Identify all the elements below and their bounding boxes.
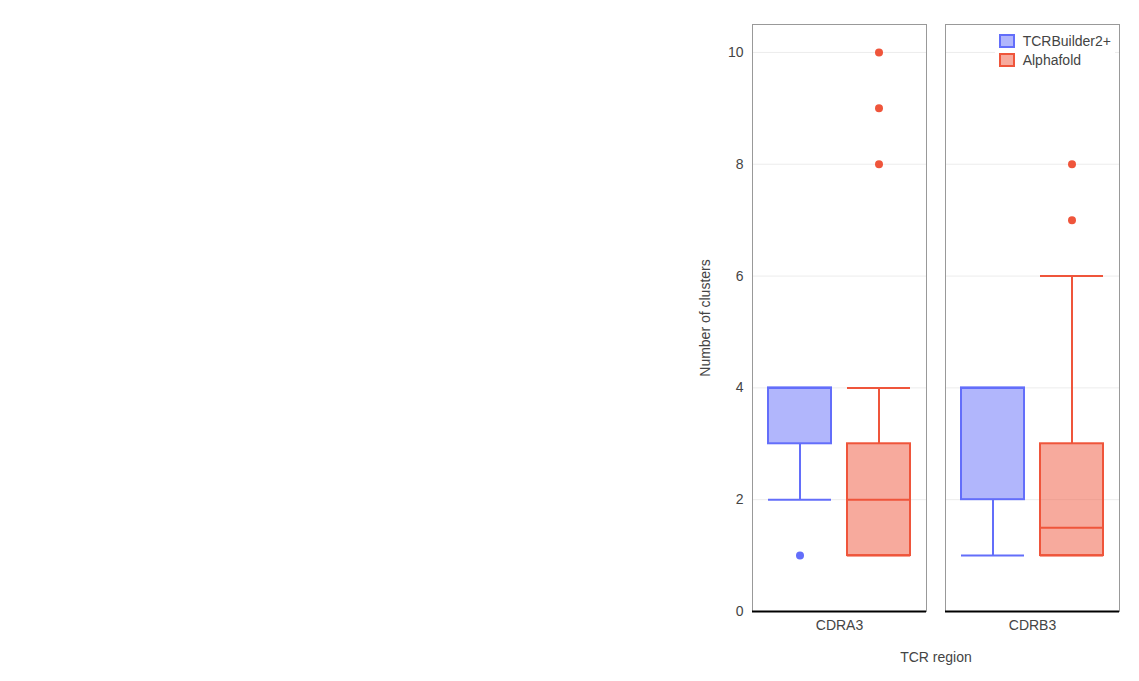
svg-text:10: 10 (728, 44, 744, 60)
svg-text:TCR region: TCR region (900, 649, 972, 665)
svg-text:2: 2 (736, 491, 744, 507)
svg-text:6: 6 (736, 268, 744, 284)
svg-text:4: 4 (736, 379, 744, 395)
svg-text:8: 8 (736, 156, 744, 172)
svg-text:Number of clusters: Number of clusters (697, 259, 713, 376)
svg-text:CDRB3: CDRB3 (1009, 617, 1057, 633)
svg-text:CDRA3: CDRA3 (816, 617, 864, 633)
html-text:Alphafold: Alphafold (1022, 52, 1082, 68)
html-text:TCRBuilder2+: TCRBuilder2+ (1022, 33, 1111, 49)
svg-text:0: 0 (736, 603, 744, 619)
